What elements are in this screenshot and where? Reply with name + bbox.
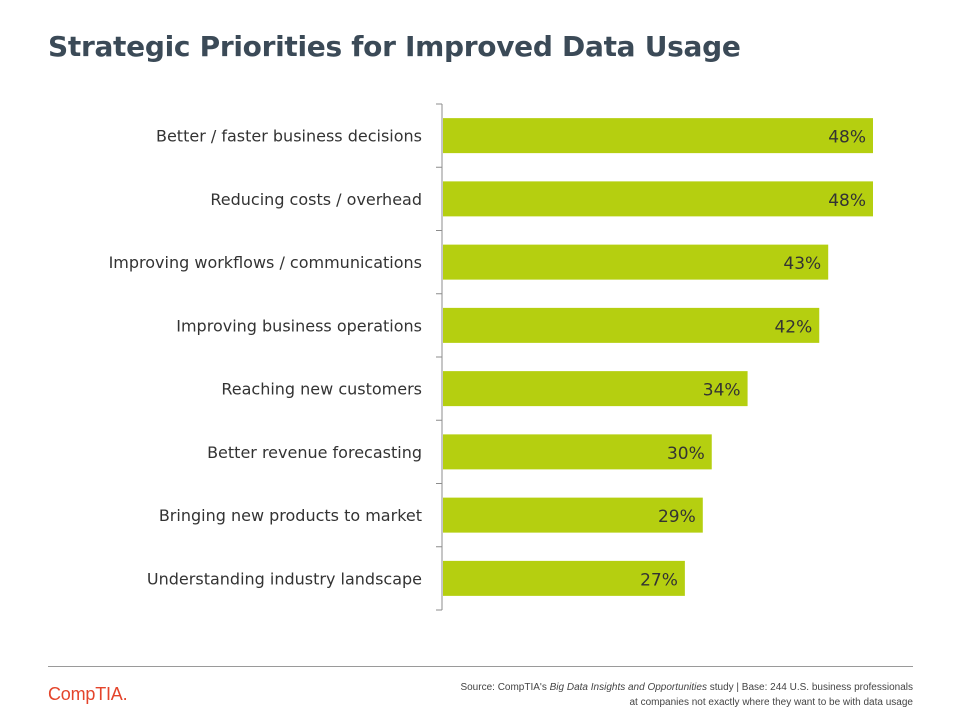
comptia-logo: CompTIA.: [48, 684, 128, 705]
value-label: 27%: [640, 570, 678, 590]
value-label: 29%: [658, 507, 696, 527]
value-label: 48%: [828, 191, 866, 211]
logo-text: CompTIA: [48, 684, 123, 704]
category-label: Better / faster business decisions: [156, 127, 422, 146]
bar: [443, 497, 703, 533]
value-label: 34%: [703, 381, 741, 401]
bar: [443, 307, 820, 343]
source-line-2: at companies not exactly where they want…: [629, 697, 913, 708]
logo-mark: .: [122, 684, 128, 704]
category-label: Reducing costs / overhead: [210, 190, 422, 209]
value-label: 48%: [828, 128, 866, 148]
category-label: Reaching new customers: [221, 380, 422, 399]
source-line-1: Source: CompTIA's Big Data Insights and …: [460, 682, 913, 693]
value-label: 42%: [774, 317, 812, 337]
bar: [443, 434, 712, 470]
bar: [443, 181, 873, 217]
bar: [443, 244, 829, 280]
source-note: Source: CompTIA's Big Data Insights and …: [460, 680, 913, 710]
value-label: 30%: [667, 444, 705, 464]
bar: [443, 560, 685, 596]
category-label: Bringing new products to market: [159, 506, 422, 525]
category-label: Improving business operations: [176, 316, 422, 335]
bar: [443, 118, 873, 154]
value-label: 43%: [783, 254, 821, 274]
category-label: Improving workflows / communications: [109, 253, 422, 272]
chart-title: Strategic Priorities for Improved Data U…: [48, 30, 741, 63]
bar: [443, 371, 748, 407]
bar-chart: Better / faster business decisions 48% Red…: [109, 103, 873, 611]
category-label: Understanding industry landscape: [147, 569, 422, 588]
category-label: Better revenue forecasting: [207, 443, 422, 462]
footer-divider: [48, 666, 913, 667]
